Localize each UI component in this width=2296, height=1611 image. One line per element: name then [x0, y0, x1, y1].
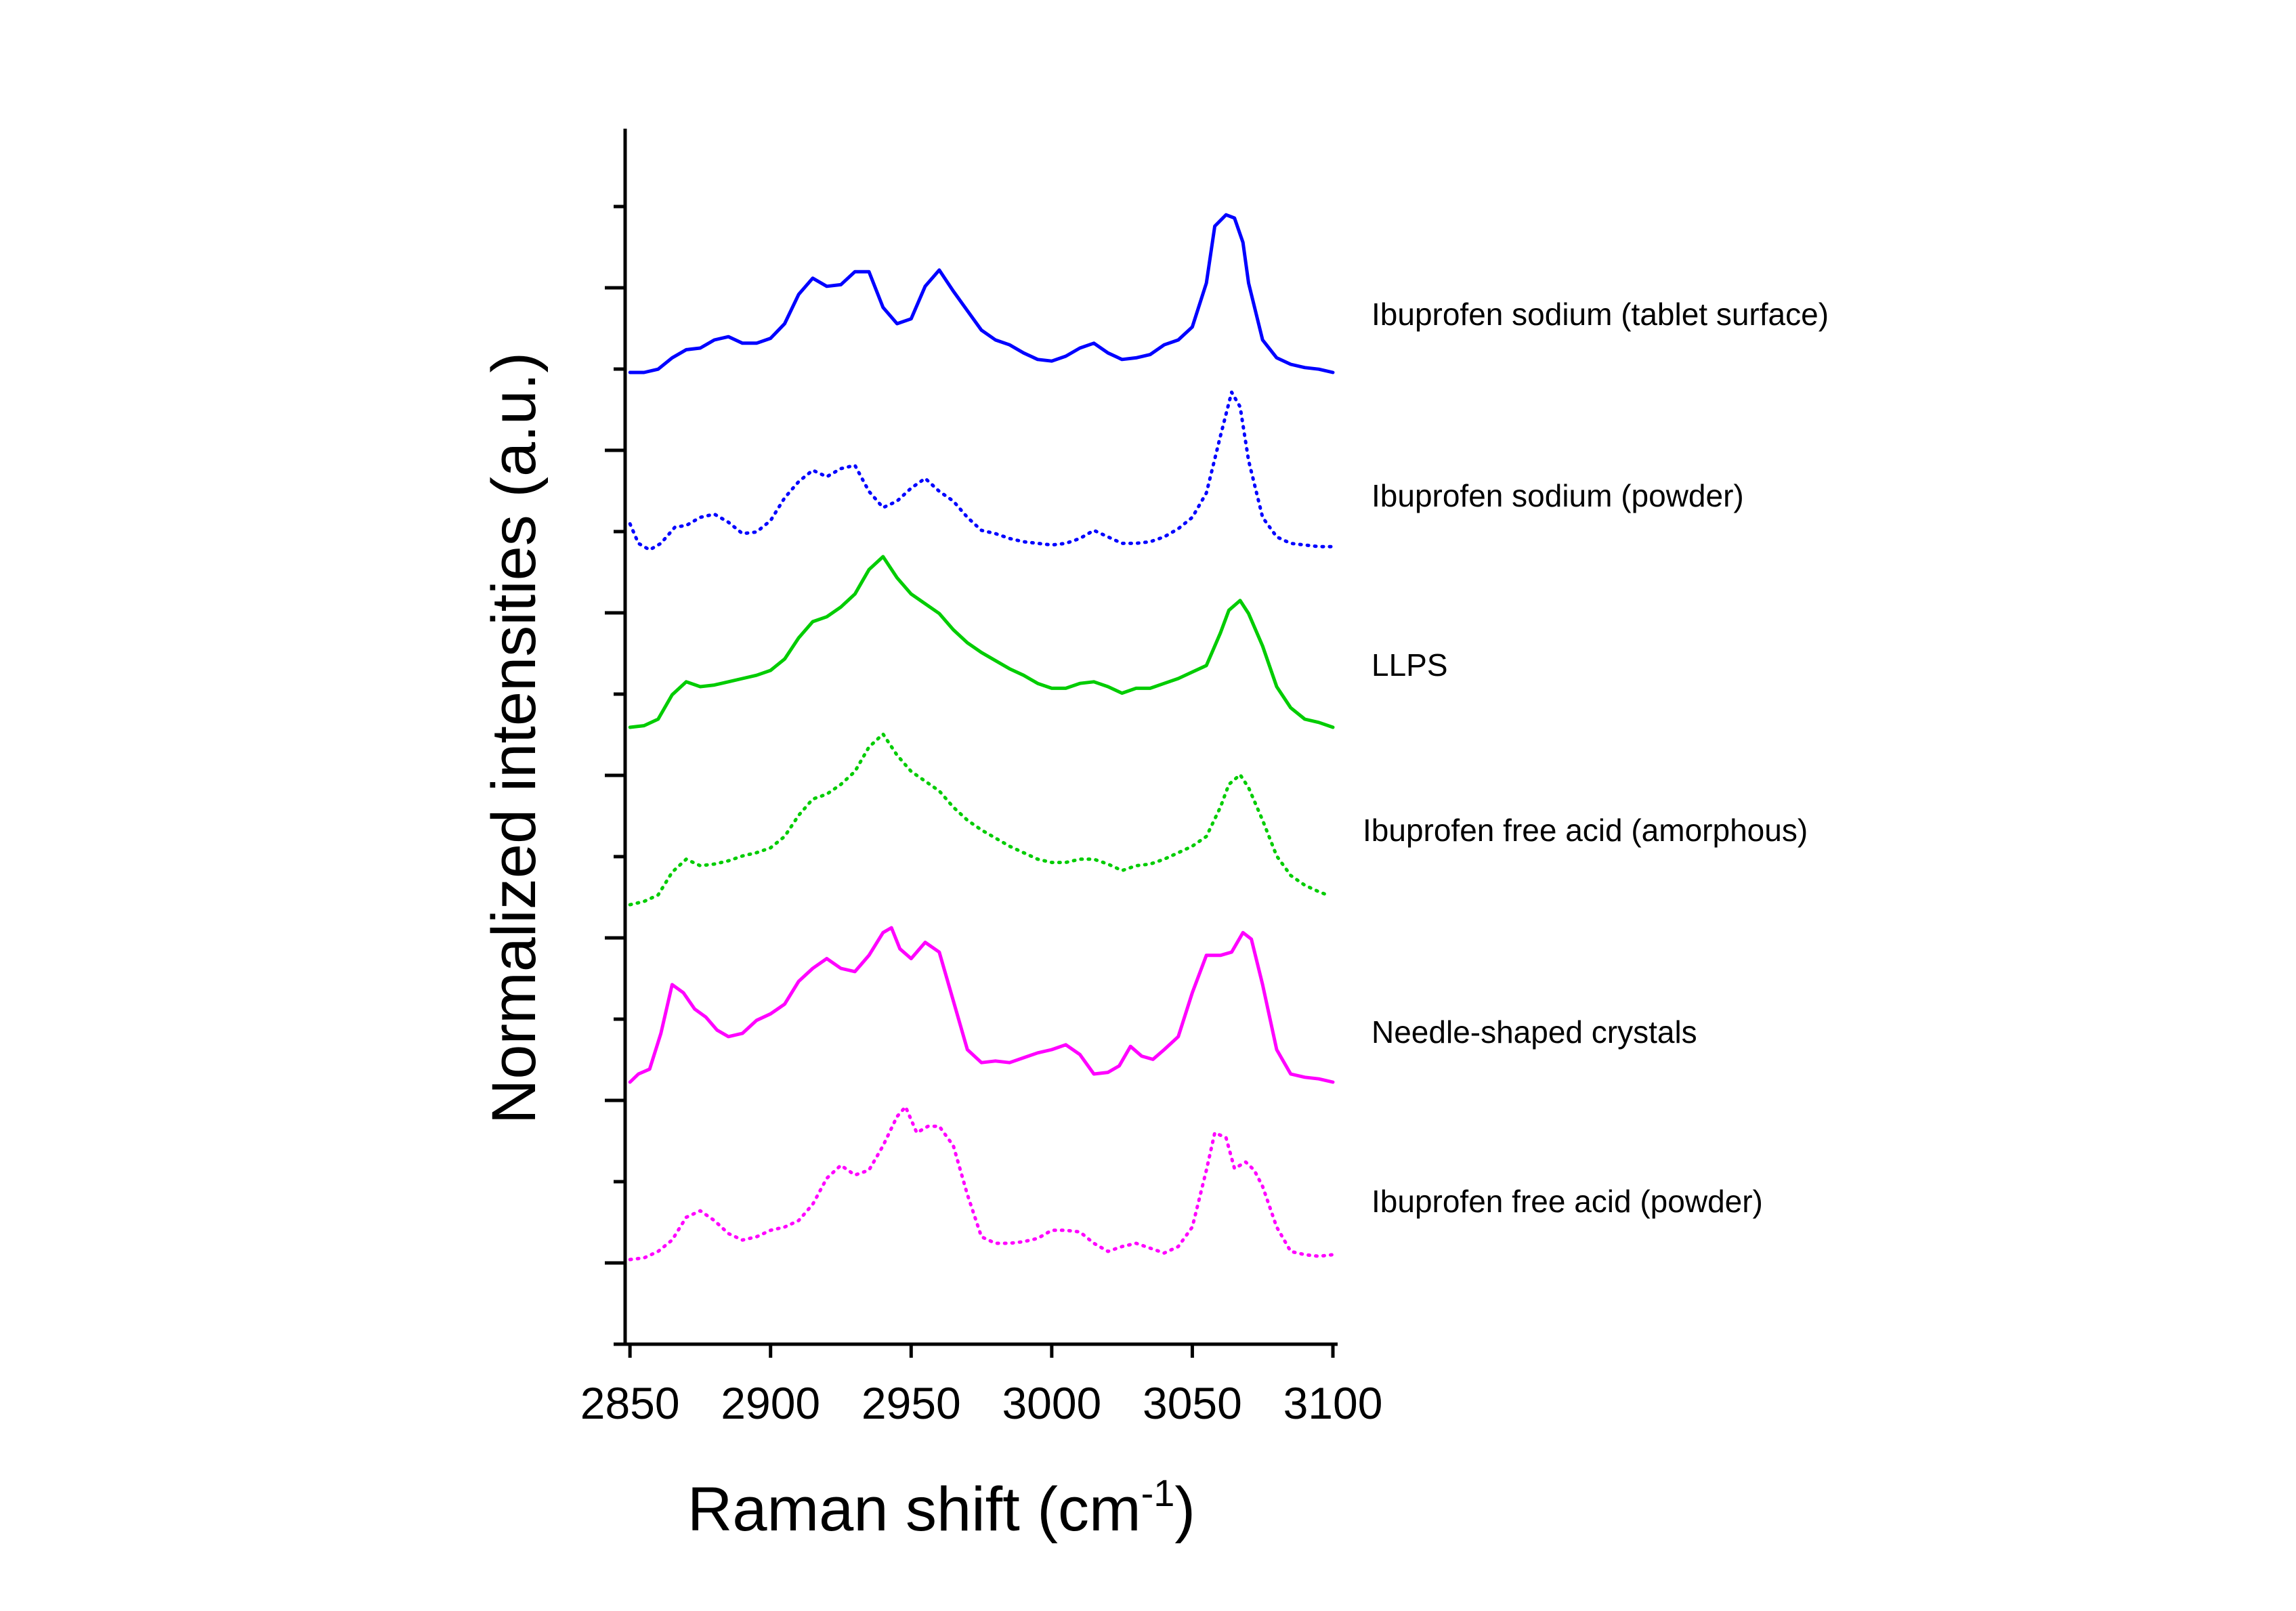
series-line-4 — [628, 732, 1330, 907]
series-labels: Ibuprofen sodium (tablet surface) Ibuprof… — [1363, 297, 1829, 1219]
x-tick-label: 2900 — [721, 1378, 820, 1428]
x-tick-label: 2950 — [862, 1378, 961, 1428]
axes-layer — [623, 129, 1338, 1346]
series-line-5 — [628, 926, 1335, 1084]
series-label-6: Ibuprofen free acid (powder) — [1372, 1184, 1763, 1219]
series-line-6 — [628, 1104, 1335, 1262]
series-label-5: Needle-shaped crystals — [1372, 1014, 1697, 1050]
y-axis-title: Normalized intensities (a.u.) — [480, 352, 549, 1124]
series-layer — [628, 213, 1335, 1262]
series-label-4: Ibuprofen free acid (amorphous) — [1363, 813, 1808, 848]
x-tick-label: 2850 — [580, 1378, 680, 1428]
series-line-3 — [628, 555, 1335, 729]
series-line-2 — [628, 390, 1335, 552]
series-label-2: Ibuprofen sodium (powder) — [1372, 478, 1744, 513]
series-label-1: Ibuprofen sodium (tablet surface) — [1372, 297, 1829, 332]
series-line-1 — [628, 213, 1335, 374]
series-label-3: LLPS — [1372, 647, 1448, 683]
x-tick-label: 3050 — [1143, 1378, 1242, 1428]
x-tick-label: 3100 — [1283, 1378, 1383, 1428]
ticks-layer: 2850 2900 2950 3000 3050 3100 — [580, 205, 1383, 1428]
x-axis-title: Raman shift (cm-1) — [687, 1472, 1195, 1544]
x-tick-label: 3000 — [1002, 1378, 1101, 1428]
